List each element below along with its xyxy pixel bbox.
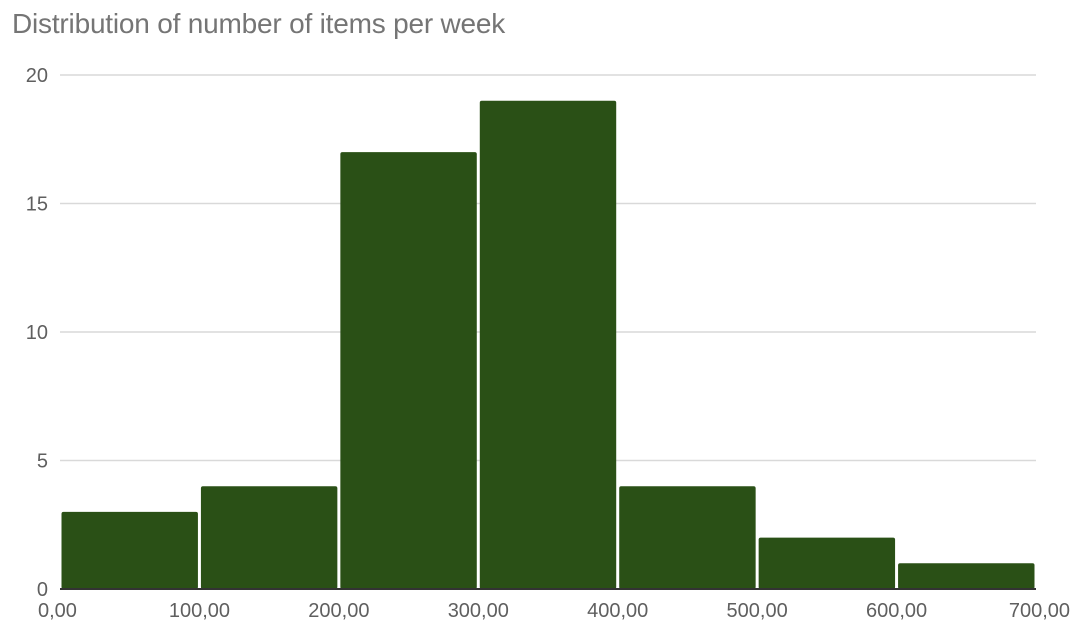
histogram-bar xyxy=(479,100,617,589)
x-tick-label: 300,00 xyxy=(448,600,509,622)
y-tick-label: 10 xyxy=(26,322,48,344)
y-tick-label: 5 xyxy=(37,451,48,473)
histogram-bar xyxy=(200,486,338,589)
x-tick-label: 100,00 xyxy=(169,600,230,622)
y-tick-label: 20 xyxy=(26,65,48,87)
histogram-bar xyxy=(340,152,477,589)
x-tick-label: 700,00 xyxy=(1009,600,1070,622)
histogram-bar xyxy=(61,511,198,589)
x-tick-label: 400,00 xyxy=(587,600,648,622)
x-tick-label: 600,00 xyxy=(866,600,927,622)
x-tick-label: 0,00 xyxy=(38,600,77,622)
y-tick-label: 0 xyxy=(37,579,48,601)
bars-layer xyxy=(61,100,1035,589)
x-tick-label: 500,00 xyxy=(727,600,788,622)
histogram-bar xyxy=(898,563,1035,589)
histogram-bar xyxy=(619,486,756,589)
chart-title: Distribution of number of items per week xyxy=(12,8,506,39)
histogram-bar xyxy=(758,537,896,589)
y-tick-label: 15 xyxy=(26,194,48,216)
x-tick-label: 200,00 xyxy=(308,600,369,622)
